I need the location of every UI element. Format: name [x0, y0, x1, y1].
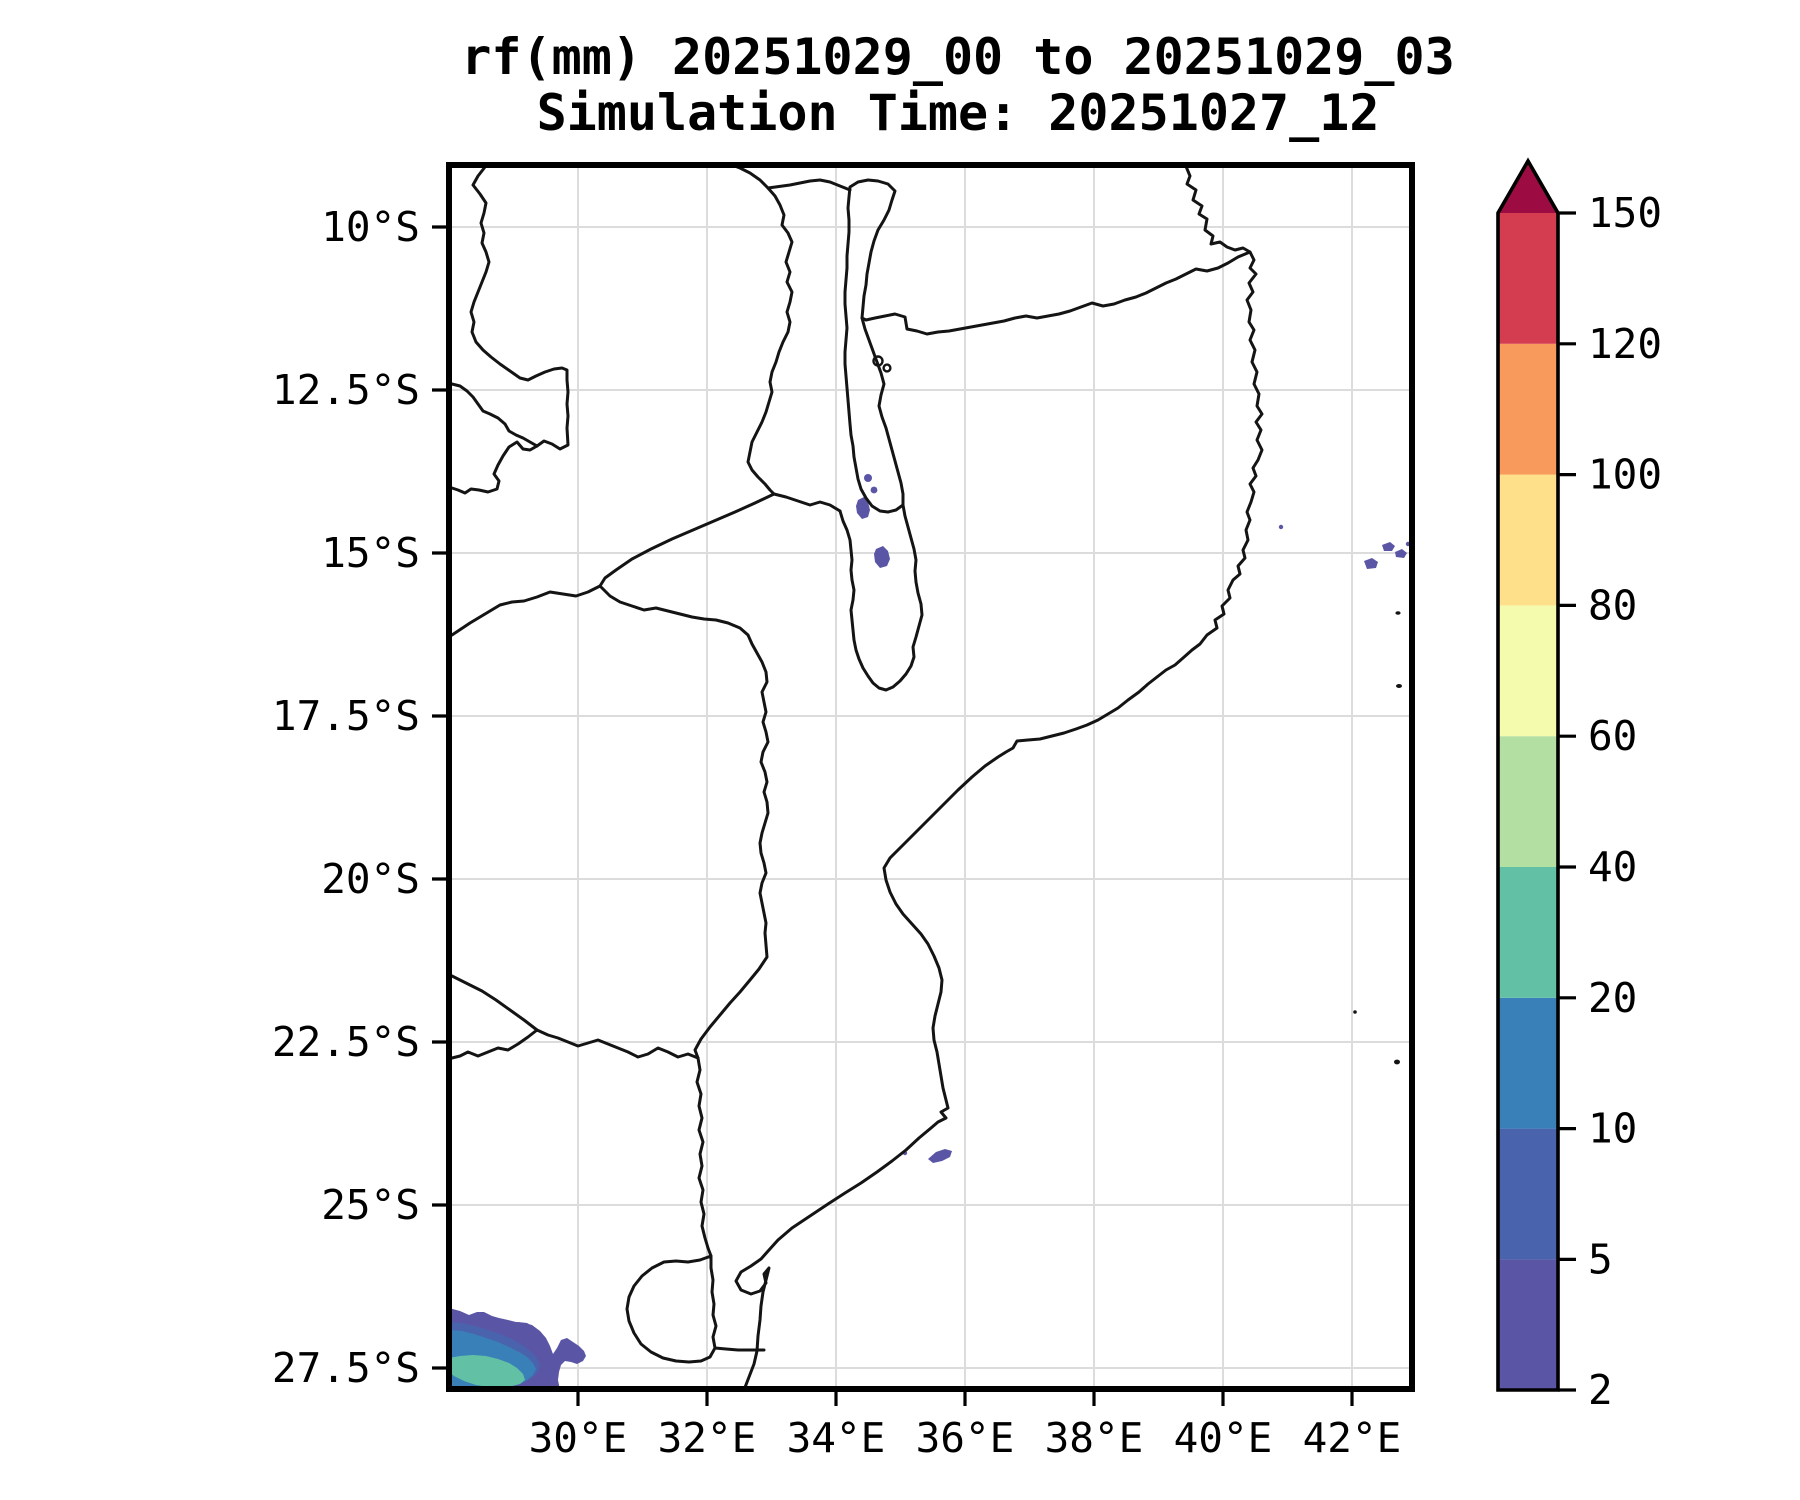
x-tick-34e: 34°E — [787, 1414, 886, 1462]
rain-malawi-dot-2 — [870, 486, 878, 494]
x-tick-40e: 40°E — [1174, 1414, 1273, 1462]
coastline-borders — [450, 165, 1264, 1389]
cbar-label-40: 40 — [1588, 843, 1637, 891]
rain-sw-sliver — [504, 1322, 534, 1335]
rain-coastal-patch — [928, 1149, 952, 1163]
plot-title: rf(mm) 20251029_00 to 20251029_03 — [461, 28, 1454, 86]
border-zambia-mozambique — [598, 492, 776, 588]
map-axes: 30°E 32°E 34°E 36°E 38°E 40°E 42°E 10°S … — [272, 162, 1415, 1462]
map-frame — [446, 162, 1415, 1392]
cbar-seg-100-120 — [1498, 343, 1558, 475]
x-tick-32e: 32°E — [658, 1414, 757, 1462]
y-tick-27-5s: 27.5°S — [272, 1344, 420, 1392]
likoma-island — [872, 355, 884, 367]
cbar-label-120: 120 — [1588, 320, 1662, 368]
rain-ocean-fleck-3 — [1395, 549, 1407, 558]
border-malawi-south — [838, 503, 924, 692]
border-botswana-zimbabwe — [450, 974, 539, 1032]
cbar-seg-5-10 — [1498, 1128, 1558, 1260]
border-malawi-connector — [772, 492, 842, 513]
cbar-tick-marks — [1558, 211, 1576, 1392]
border-mozambique-southafrica-south — [713, 1346, 766, 1352]
coastline — [734, 165, 1264, 1389]
x-tick-36e: 36°E — [916, 1414, 1015, 1462]
border-eswatini — [625, 1254, 718, 1364]
rain-malawi-dot-1 — [864, 474, 872, 482]
islet-specks — [1353, 611, 1402, 1065]
y-tick-15s: 15°S — [321, 529, 420, 577]
cbar-seg-10-20 — [1498, 997, 1558, 1129]
lake-malawi — [843, 178, 905, 514]
rain-malawi-blob-2 — [874, 546, 890, 568]
y-tick-17-5s: 17.5°S — [272, 692, 420, 740]
y-axis-labels: 10°S 12.5°S 15°S 17.5°S 20°S 22.5°S 25°S… — [272, 203, 420, 1392]
y-tick-20s: 20°S — [321, 855, 420, 903]
x-tick-30e: 30°E — [529, 1414, 628, 1462]
border-tanzania-malawi — [766, 178, 852, 192]
rain-malawi-blob-1 — [856, 497, 870, 519]
border-mozambique-southafrica — [695, 1056, 713, 1258]
cbar-extend-max-arrow — [1498, 161, 1558, 213]
y-tick-12-5s: 12.5°S — [272, 366, 420, 414]
y-tick-25s: 25°S — [321, 1181, 420, 1229]
rain-ocean-dot-2 — [1278, 524, 1284, 530]
border-zambia-zimbabwe — [450, 584, 602, 637]
rain-ocean-fleck-2 — [1382, 542, 1395, 551]
x-tick-38e: 38°E — [1045, 1414, 1144, 1462]
cbar-seg-40-60 — [1498, 736, 1558, 867]
x-tick-42e: 42°E — [1303, 1414, 1402, 1462]
plot-subtitle: Simulation Time: 20251027_12 — [537, 84, 1380, 142]
cbar-label-2: 2 — [1588, 1366, 1613, 1414]
cbar-label-5: 5 — [1588, 1235, 1613, 1283]
x-axis-labels: 30°E 32°E 34°E 36°E 38°E 40°E 42°E — [529, 1414, 1402, 1462]
islet-speck-1 — [1395, 611, 1401, 615]
cbar-label-10: 10 — [1588, 1105, 1637, 1153]
islet-speck-3 — [1353, 1010, 1357, 1014]
border-zimbabwe-mozambique — [598, 584, 770, 1060]
cbar-label-100: 100 — [1588, 451, 1662, 499]
islet-speck-2 — [1396, 684, 1402, 688]
border-southafrica-zimbabwe — [450, 1028, 700, 1060]
border-drc-zambia — [450, 165, 570, 495]
chizumulu-island — [882, 363, 892, 373]
tick-marks — [432, 225, 1354, 1406]
rain-ocean-fleck-1 — [1364, 558, 1378, 569]
cbar-labels: 2 5 10 20 40 60 80 100 120 150 — [1588, 189, 1662, 1414]
border-zambia-malawi — [746, 186, 794, 496]
colorbar: 2 5 10 20 40 60 80 100 120 150 — [1496, 157, 1662, 1414]
cbar-seg-2-5 — [1498, 1259, 1558, 1390]
border-tanzania-mozambique — [860, 250, 1252, 336]
cbar-label-80: 80 — [1588, 581, 1637, 629]
cbar-label-20: 20 — [1588, 974, 1637, 1022]
cbar-seg-80-100 — [1498, 474, 1558, 606]
rainfall-patches — [449, 474, 1411, 1389]
cbar-label-60: 60 — [1588, 712, 1637, 760]
cbar-label-150: 150 — [1588, 189, 1662, 237]
cbar-seg-120-150 — [1498, 213, 1558, 344]
y-tick-10s: 10°S — [321, 203, 420, 251]
islet-speck-4 — [1394, 1059, 1400, 1065]
cbar-seg-60-80 — [1498, 605, 1558, 737]
grid-lines — [449, 165, 1412, 1389]
rain-sw-level-20-40 — [449, 1355, 525, 1387]
cbar-seg-20-40 — [1498, 867, 1558, 998]
cbar-outline — [1496, 157, 1560, 1392]
border-drc-zambia-west-branch — [450, 382, 539, 448]
y-tick-22-5s: 22.5°S — [272, 1018, 420, 1066]
